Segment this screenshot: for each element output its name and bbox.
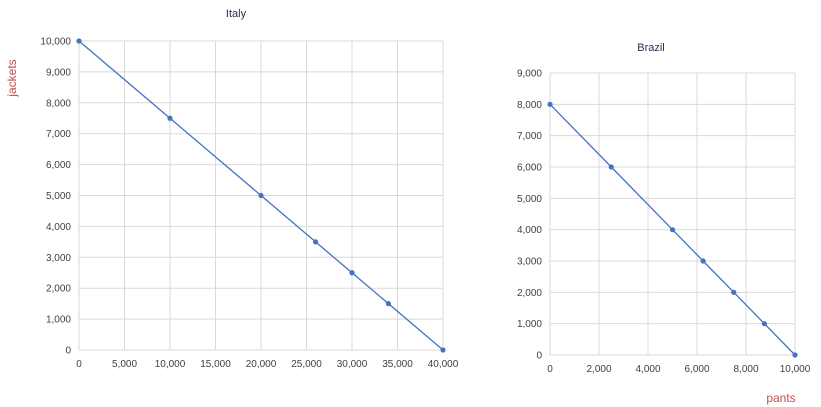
x-tick-label: 15,000 [200, 359, 231, 370]
y-tick-label: 2,000 [46, 284, 71, 295]
y-tick-label: 10,000 [40, 37, 71, 48]
data-point[interactable] [608, 164, 614, 170]
y-tick-label: 0 [536, 351, 542, 362]
x-axis-label-pants: pants [766, 391, 795, 405]
y-tick-label: 3,000 [517, 257, 542, 268]
x-tick-label: 0 [76, 359, 82, 370]
data-point[interactable] [731, 289, 737, 295]
data-point[interactable] [440, 347, 446, 353]
y-tick-label: 2,000 [517, 288, 542, 299]
y-tick-label: 5,000 [46, 191, 71, 202]
data-point[interactable] [167, 115, 173, 121]
x-tick-label: 5,000 [112, 359, 137, 370]
y-tick-label: 8,000 [517, 100, 542, 111]
y-tick-label: 5,000 [517, 194, 542, 205]
y-tick-label: 9,000 [46, 67, 71, 78]
chart-title-italy: Italy [226, 8, 247, 20]
y-tick-label: 9,000 [517, 69, 542, 80]
data-point[interactable] [700, 258, 706, 264]
y-tick-label: 6,000 [46, 160, 71, 171]
x-tick-label: 40,000 [428, 359, 459, 370]
y-tick-label: 1,000 [46, 315, 71, 326]
chart-italy: Italy jackets 0 1,000 2,000 3,000 4,000 5,000… [5, 8, 459, 370]
data-point[interactable] [547, 101, 553, 107]
y-tick-label: 4,000 [46, 222, 71, 233]
x-tick-label: 10,000 [780, 364, 811, 375]
x-tick-label: 0 [547, 364, 553, 375]
y-axis-label-jackets: jackets [5, 59, 19, 97]
data-point[interactable] [792, 352, 798, 358]
y-tick-label: 8,000 [46, 98, 71, 109]
data-point[interactable] [258, 192, 264, 199]
data-point[interactable] [761, 321, 767, 327]
x-tick-label: 8,000 [733, 364, 758, 375]
x-tick-label: 2,000 [586, 364, 611, 375]
data-point[interactable] [76, 38, 82, 44]
chart-title-brazil: Brazil [637, 42, 665, 54]
x-tick-label: 30,000 [337, 359, 368, 370]
x-tick-label: 4,000 [635, 364, 660, 375]
x-tick-label: 6,000 [684, 364, 709, 375]
y-tick-label: 7,000 [46, 129, 71, 140]
x-tick-label: 10,000 [155, 359, 186, 370]
y-tick-label: 1,000 [517, 319, 542, 330]
data-point[interactable] [385, 301, 391, 307]
x-tick-label: 20,000 [246, 359, 277, 370]
y-tick-label: 3,000 [46, 253, 71, 264]
x-tick-label: 35,000 [382, 359, 413, 370]
y-tick-label: 7,000 [517, 131, 542, 142]
data-point[interactable] [669, 227, 676, 233]
data-point[interactable] [349, 270, 355, 276]
chart-brazil: Brazil pants 0 1,000 2,000 3,000 4,000 5,000 6… [517, 42, 811, 405]
y-tick-label: 0 [65, 346, 71, 357]
y-tick-label: 4,000 [517, 225, 542, 236]
data-point[interactable] [313, 239, 319, 245]
y-tick-label: 6,000 [517, 163, 542, 174]
x-tick-label: 25,000 [291, 359, 322, 370]
